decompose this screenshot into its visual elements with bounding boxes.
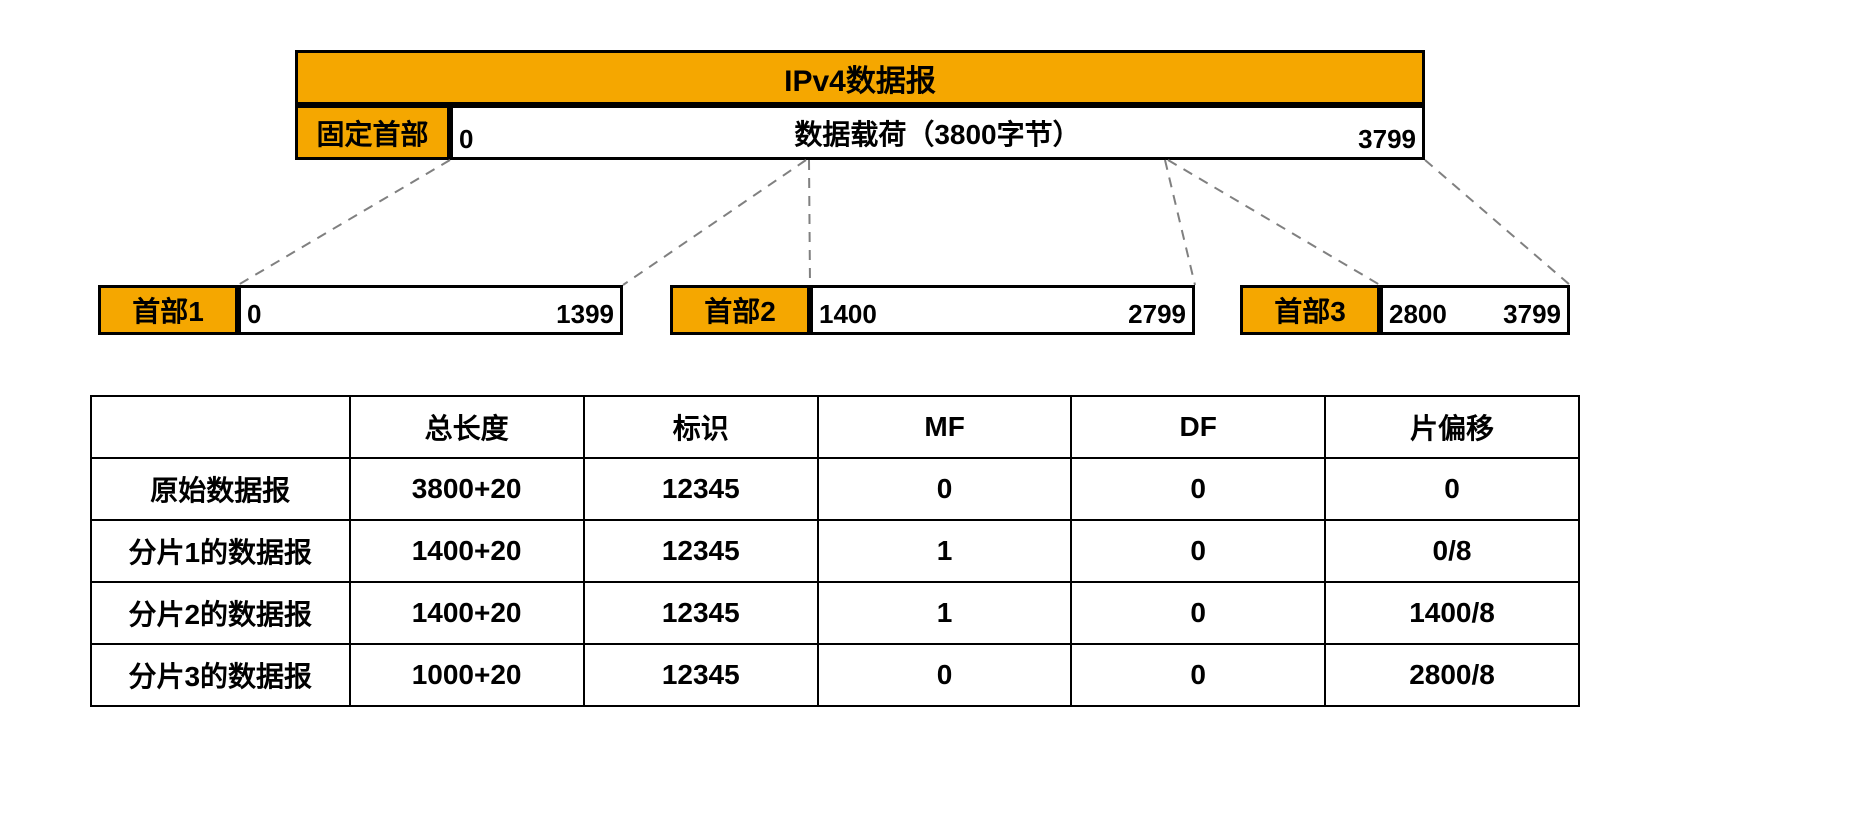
table-cell: 1 (818, 520, 1072, 582)
fragment-start-3: 2800 (1389, 299, 1447, 330)
table-cell: 0 (1071, 582, 1325, 644)
table-cell: 0 (818, 644, 1072, 706)
connector-line-4 (1168, 160, 1380, 285)
table-cell: 2800/8 (1325, 644, 1579, 706)
payload-end: 3799 (1358, 124, 1416, 155)
fragment-end-2: 2799 (1128, 299, 1186, 330)
table-cell: 12345 (584, 582, 818, 644)
table-cell: 1400/8 (1325, 582, 1579, 644)
table-header-cell: DF (1071, 396, 1325, 458)
fragment-header-3: 首部3 (1240, 285, 1380, 335)
table-cell: 1400+20 (350, 520, 584, 582)
table-header-cell: 片偏移 (1325, 396, 1579, 458)
table-cell: 0 (1071, 520, 1325, 582)
table-row: 分片1的数据报1400+2012345100/8 (91, 520, 1579, 582)
payload-box: 数据载荷（3800字节） 0 3799 (450, 105, 1425, 160)
table-cell: 0/8 (1325, 520, 1579, 582)
connector-line-1 (623, 160, 806, 285)
table-header-row: 总长度标识MFDF片偏移 (91, 396, 1579, 458)
table-cell: 0 (1325, 458, 1579, 520)
table-row: 分片2的数据报1400+2012345101400/8 (91, 582, 1579, 644)
diagram-canvas: IPv4数据报 固定首部 数据载荷（3800字节） 0 3799 首部1 0 139… (30, 30, 1823, 807)
table-cell: 分片3的数据报 (91, 644, 350, 706)
table-cell: 12345 (584, 520, 818, 582)
fragment-body-2: 1400 2799 (810, 285, 1195, 335)
connector-line-5 (1425, 160, 1570, 285)
table-row: 原始数据报3800+2012345000 (91, 458, 1579, 520)
table-cell: 1400+20 (350, 582, 584, 644)
table-cell: 12345 (584, 644, 818, 706)
connector-line-2 (809, 160, 810, 285)
fragment-header-2: 首部2 (670, 285, 810, 335)
fragment-start-1: 0 (247, 299, 261, 330)
table-cell: 分片1的数据报 (91, 520, 350, 582)
table-row: 分片3的数据报1000+2012345002800/8 (91, 644, 1579, 706)
table-cell: 分片2的数据报 (91, 582, 350, 644)
fragment-header-1: 首部1 (98, 285, 238, 335)
table-cell: 1000+20 (350, 644, 584, 706)
fragment-end-3: 3799 (1503, 299, 1561, 330)
payload-label: 数据载荷（3800字节） (453, 108, 1422, 157)
table-cell: 原始数据报 (91, 458, 350, 520)
connector-line-3 (1165, 160, 1195, 285)
table-cell: 12345 (584, 458, 818, 520)
title-box: IPv4数据报 (295, 50, 1425, 105)
table-cell: 0 (818, 458, 1072, 520)
table-cell: 3800+20 (350, 458, 584, 520)
table-header-cell (91, 396, 350, 458)
table-cell: 0 (1071, 644, 1325, 706)
fragmentation-table: 总长度标识MFDF片偏移原始数据报3800+2012345000分片1的数据报1… (90, 395, 1580, 707)
fragment-end-1: 1399 (556, 299, 614, 330)
fixed-header-box: 固定首部 (295, 105, 450, 160)
table-header-cell: 总长度 (350, 396, 584, 458)
fragment-body-3: 2800 3799 (1380, 285, 1570, 335)
fragment-start-2: 1400 (819, 299, 877, 330)
table-cell: 1 (818, 582, 1072, 644)
connector-line-0 (238, 160, 450, 285)
table-header-cell: MF (818, 396, 1072, 458)
payload-start: 0 (459, 124, 473, 155)
table-cell: 0 (1071, 458, 1325, 520)
fragment-body-1: 0 1399 (238, 285, 623, 335)
table-header-cell: 标识 (584, 396, 818, 458)
